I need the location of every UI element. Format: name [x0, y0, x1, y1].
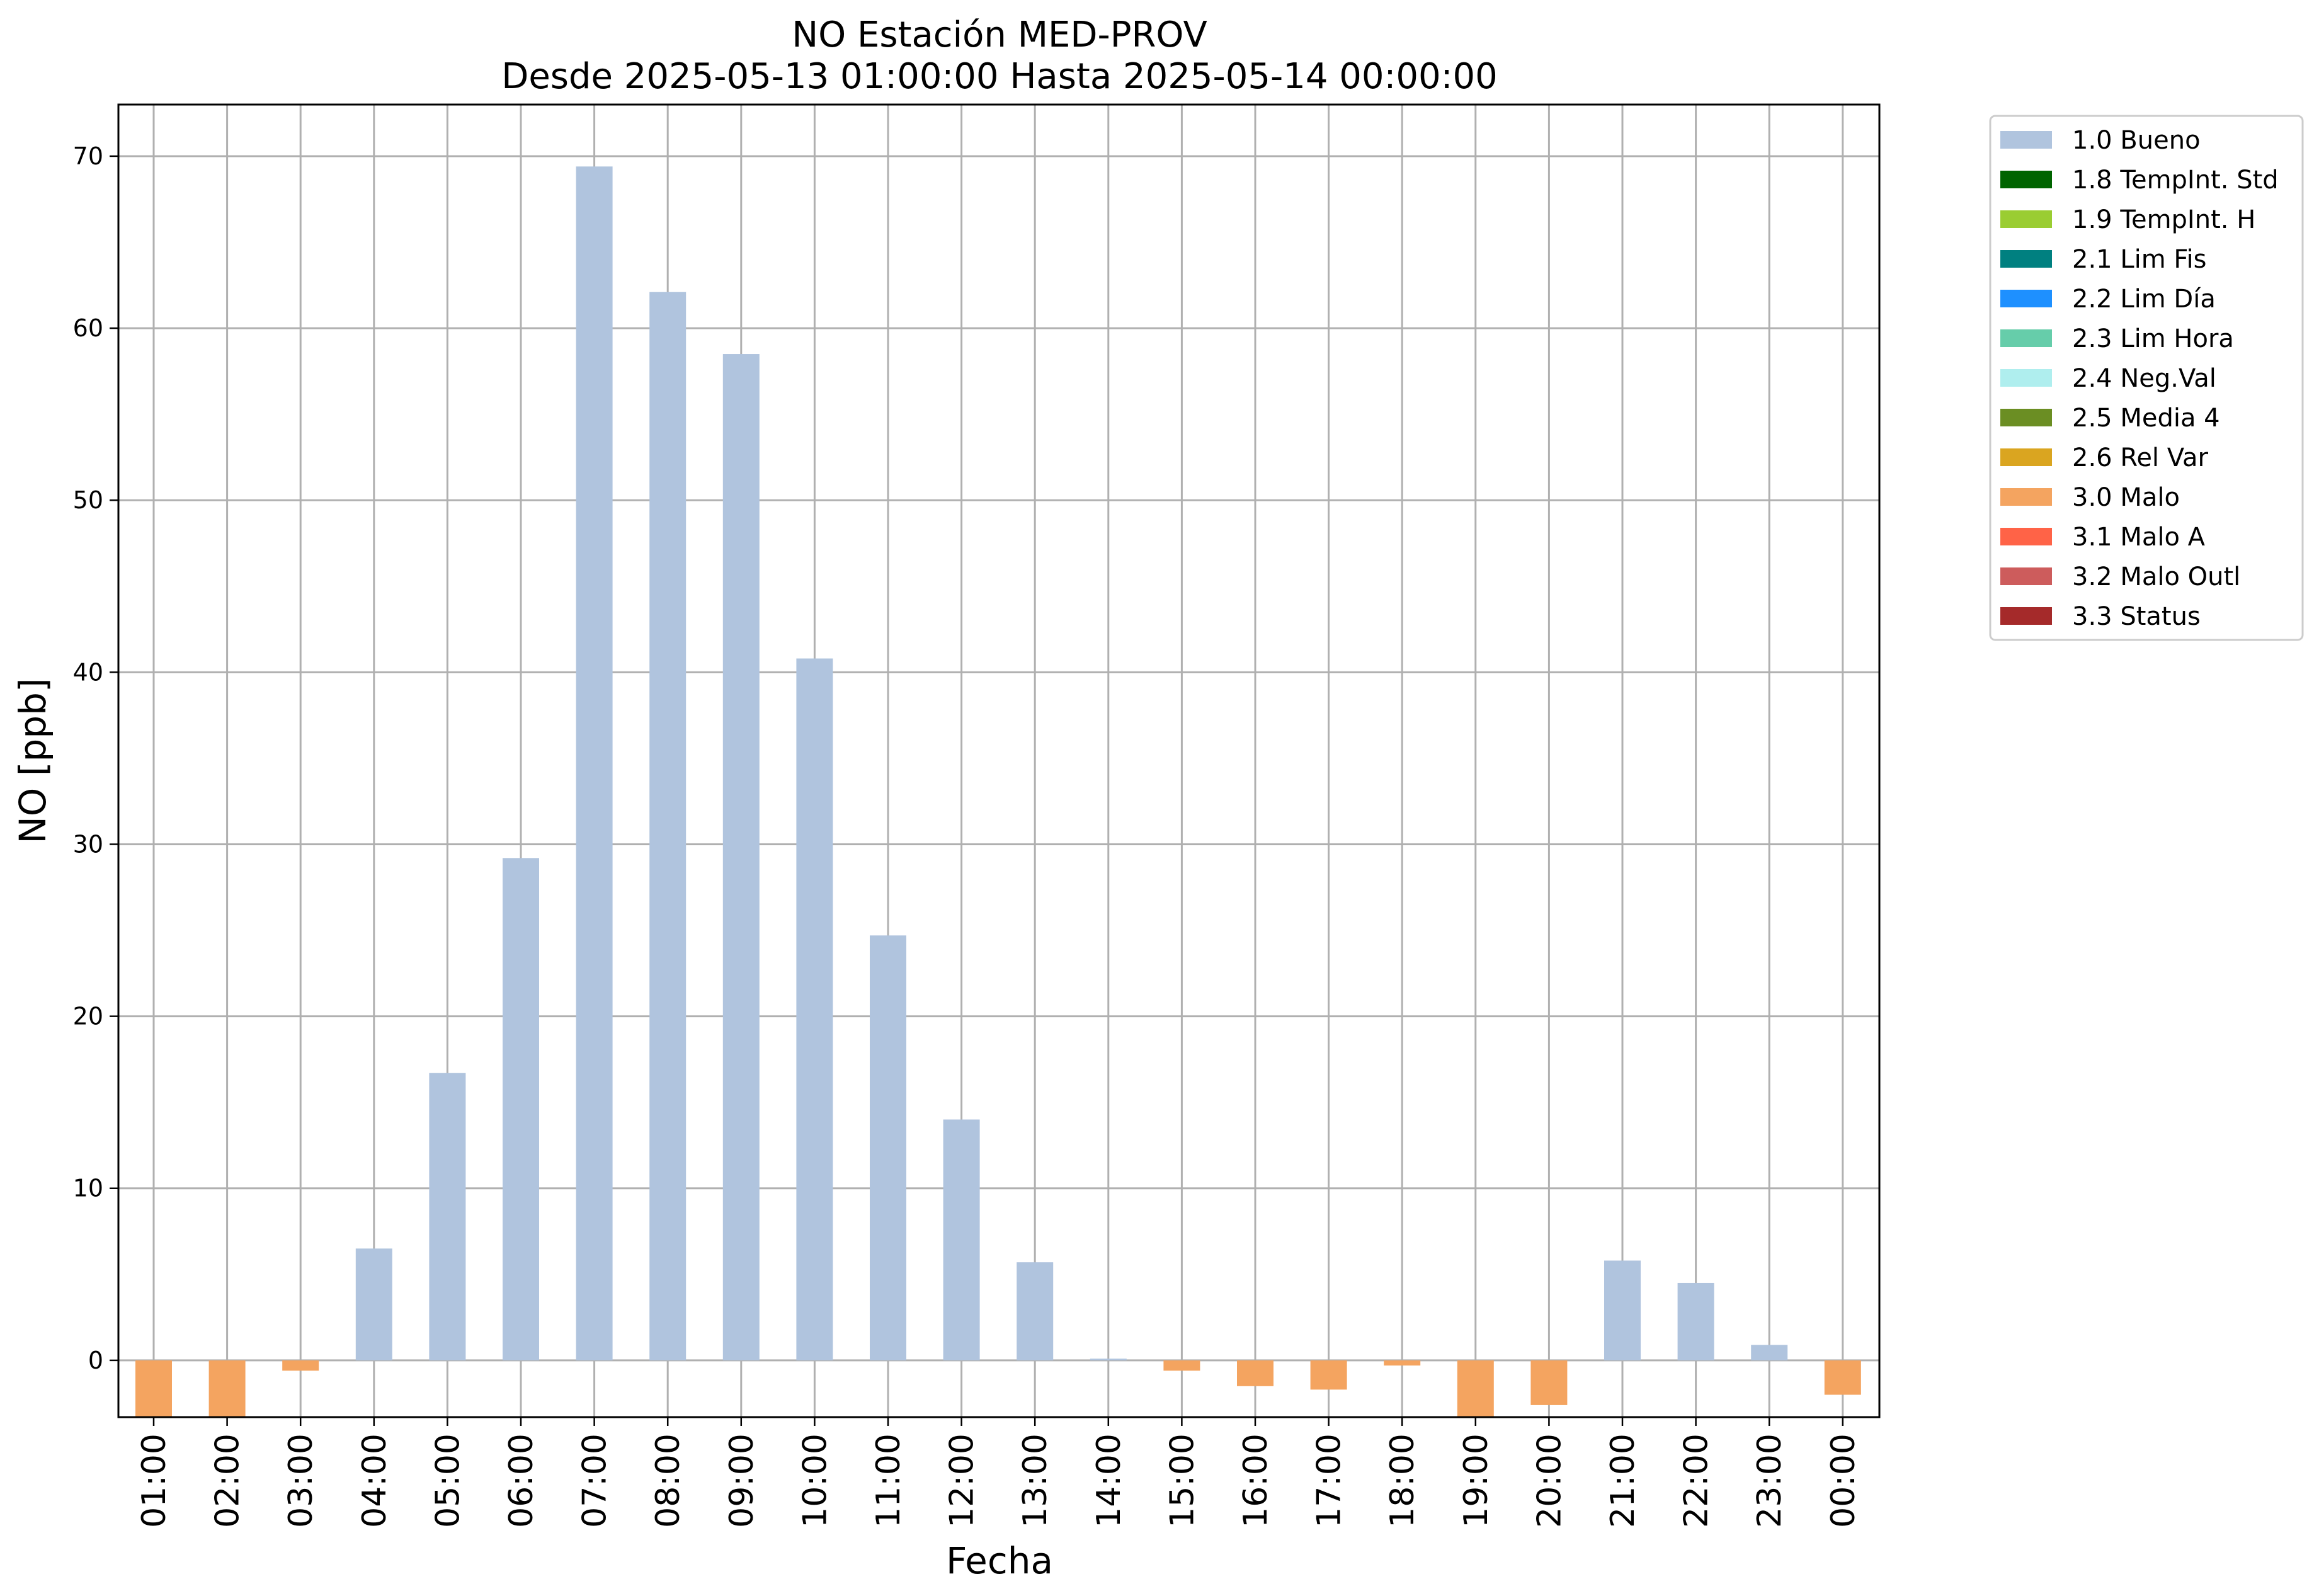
legend-label-3.3: 3.3 Status: [2072, 602, 2201, 631]
legend-label-2.3: 2.3 Lim Hora: [2072, 324, 2234, 353]
legend-label-1.0: 1.0 Bueno: [2072, 126, 2201, 155]
bar-23:00: [1751, 1345, 1788, 1360]
chart-subtitle: Desde 2025-05-13 01:00:00 Hasta 2025-05-…: [501, 56, 1498, 97]
x-tick-label: 22:00: [1678, 1434, 1716, 1528]
x-tick-label: 01:00: [135, 1434, 173, 1528]
x-tick-label: 02:00: [209, 1434, 247, 1528]
legend-label-2.5: 2.5 Media 4: [2072, 404, 2220, 433]
bar-12:00: [943, 1119, 980, 1360]
legend-label-3.2: 3.2 Malo Outl: [2072, 562, 2240, 591]
bar-17:00: [1310, 1360, 1347, 1390]
x-tick-label: 18:00: [1384, 1434, 1422, 1528]
legend-swatch-3.1: [2000, 528, 2052, 545]
legend-swatch-2.6: [2000, 448, 2052, 466]
bar-09:00: [722, 354, 760, 1360]
x-tick-label: 04:00: [356, 1434, 394, 1528]
legend-swatch-3.0: [2000, 488, 2052, 506]
bar-08:00: [649, 292, 687, 1360]
y-axis-ticks: 0 10 20 30 40 50 60 70: [73, 142, 118, 1374]
x-tick-label: 16:00: [1237, 1434, 1275, 1528]
bar-15:00: [1163, 1360, 1200, 1371]
bar-20:00: [1530, 1360, 1568, 1405]
x-axis-ticks: 01:00 02:00 03:00 04:00 05:00 06:00 07:00 08:00…: [135, 1417, 1862, 1528]
legend-label-2.6: 2.6 Rel Var: [2072, 443, 2209, 472]
x-tick-label: 20:00: [1530, 1434, 1568, 1528]
x-tick-label: 17:00: [1311, 1434, 1348, 1528]
x-tick-label: 06:00: [503, 1434, 540, 1528]
legend-swatch-2.2: [2000, 290, 2052, 307]
y-tick-label: 0: [88, 1347, 103, 1374]
x-tick-label: 10:00: [796, 1434, 834, 1528]
bar-18:00: [1384, 1360, 1421, 1366]
x-tick-label: 21:00: [1604, 1434, 1642, 1528]
chart-title: NO Estación MED-PROV: [792, 14, 1207, 55]
x-axis-label: Fecha: [946, 1539, 1053, 1582]
bar-10:00: [796, 658, 833, 1360]
bar-series: [135, 166, 1861, 1417]
y-tick-label: 50: [73, 486, 103, 514]
y-tick-label: 70: [73, 142, 103, 170]
bar-16:00: [1237, 1360, 1273, 1386]
bar-01:00: [135, 1360, 172, 1417]
legend-label-3.1: 3.1 Malo A: [2072, 523, 2206, 552]
x-tick-label: 00:00: [1825, 1434, 1862, 1528]
bar-04:00: [355, 1248, 392, 1360]
legend-swatch-2.5: [2000, 409, 2052, 426]
bar-19:00: [1457, 1360, 1494, 1417]
bar-06:00: [503, 858, 539, 1360]
legend-swatch-2.3: [2000, 329, 2052, 347]
x-tick-label: 14:00: [1090, 1434, 1128, 1528]
x-tick-label: 15:00: [1163, 1434, 1201, 1528]
x-tick-label: 23:00: [1751, 1434, 1789, 1528]
legend-swatch-1.8: [2000, 171, 2052, 188]
y-tick-label: 30: [73, 830, 103, 858]
y-axis-label: NO [ppb]: [11, 678, 54, 843]
x-tick-label: 08:00: [649, 1434, 687, 1528]
bar-21:00: [1604, 1260, 1641, 1360]
grid-lines: [118, 105, 1879, 1417]
y-tick-label: 10: [73, 1175, 103, 1202]
x-tick-label: 13:00: [1017, 1434, 1054, 1528]
legend-label-1.9: 1.9 TempInt. H: [2072, 205, 2255, 234]
x-tick-label: 19:00: [1457, 1434, 1495, 1528]
bar-07:00: [576, 166, 613, 1360]
bar-03:00: [282, 1360, 319, 1371]
legend-label-2.1: 2.1 Lim Fis: [2072, 245, 2206, 274]
bar-13:00: [1017, 1262, 1054, 1360]
bar-05:00: [429, 1073, 466, 1360]
legend-swatch-2.1: [2000, 250, 2052, 268]
bar-22:00: [1677, 1282, 1714, 1360]
legend-swatch-2.4: [2000, 369, 2052, 387]
x-tick-label: 05:00: [429, 1434, 467, 1528]
bar-11:00: [870, 935, 906, 1360]
legend-label-3.0: 3.0 Malo: [2072, 483, 2180, 512]
x-tick-label: 09:00: [723, 1434, 761, 1528]
bar-00:00: [1824, 1360, 1861, 1395]
legend-swatch-1.9: [2000, 210, 2052, 228]
bar-02:00: [208, 1360, 246, 1417]
legend-box: [1989, 115, 2304, 641]
legend-label-1.8: 1.8 TempInt. Std: [2072, 166, 2279, 195]
plot-frame: [117, 103, 1881, 1418]
legend-swatch-1.0: [2000, 131, 2052, 149]
x-tick-label: 07:00: [576, 1434, 614, 1528]
bar-14:00: [1090, 1359, 1127, 1360]
x-tick-label: 03:00: [282, 1434, 320, 1528]
x-tick-label: 12:00: [943, 1434, 981, 1528]
legend-label-2.2: 2.2 Lim Día: [2072, 285, 2216, 314]
legend-label-2.4: 2.4 Neg.Val: [2072, 364, 2216, 393]
y-tick-label: 40: [73, 658, 103, 686]
legend-swatch-3.2: [2000, 567, 2052, 585]
y-tick-label: 60: [73, 314, 103, 342]
x-tick-label: 11:00: [870, 1434, 908, 1528]
legend-swatch-3.3: [2000, 607, 2052, 625]
legend: 1.0 Bueno 1.8 TempInt. Std 1.9 TempInt. H 2…: [1989, 115, 2304, 641]
y-tick-label: 20: [73, 1003, 103, 1030]
